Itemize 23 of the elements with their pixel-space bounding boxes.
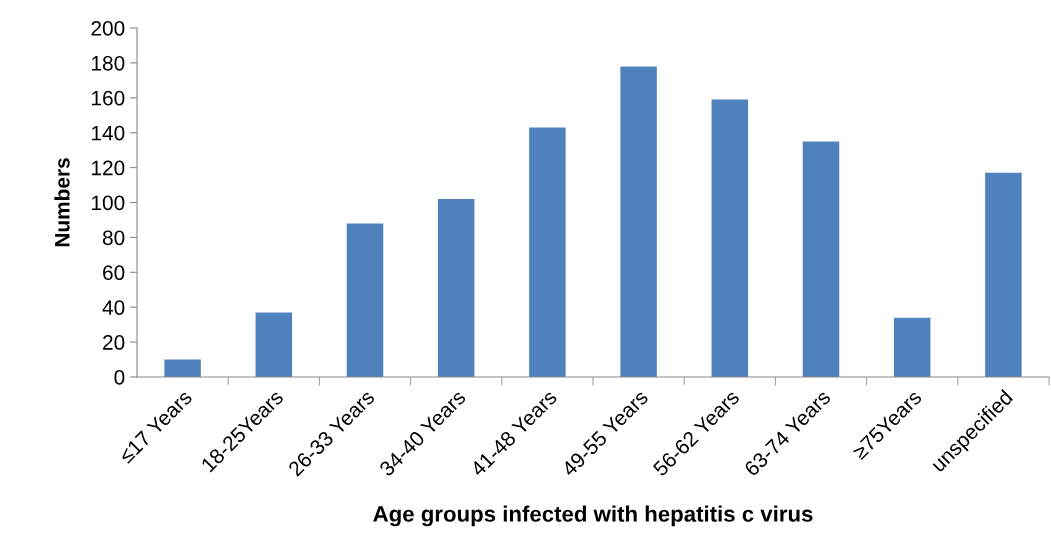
- y-tick-label: 80: [102, 230, 125, 246]
- y-axis-title: Numbers: [54, 158, 70, 247]
- bar: [620, 66, 657, 377]
- y-tick-label: 200: [91, 21, 125, 36]
- bar: [802, 141, 840, 377]
- bar: [346, 223, 384, 377]
- bar: [529, 127, 566, 377]
- y-tick-label: 160: [92, 90, 125, 106]
- y-tick-label: 20: [103, 335, 125, 350]
- y-tick-label: 40: [102, 300, 125, 315]
- bar: [893, 317, 931, 377]
- y-tick-label: 60: [103, 265, 125, 281]
- y-tick-label: 100: [92, 195, 125, 211]
- y-tick-label: 140: [92, 125, 125, 141]
- bar: [985, 172, 1022, 377]
- bar: [164, 359, 201, 377]
- y-tick-label: 180: [92, 55, 125, 71]
- bar: [255, 312, 293, 377]
- y-tick-label: 120: [92, 160, 125, 176]
- x-axis-title: Age groups infected with hepatitis c virus: [373, 505, 813, 527]
- y-tick-label: 0: [114, 370, 125, 385]
- bar: [711, 99, 749, 377]
- bar: [437, 199, 475, 377]
